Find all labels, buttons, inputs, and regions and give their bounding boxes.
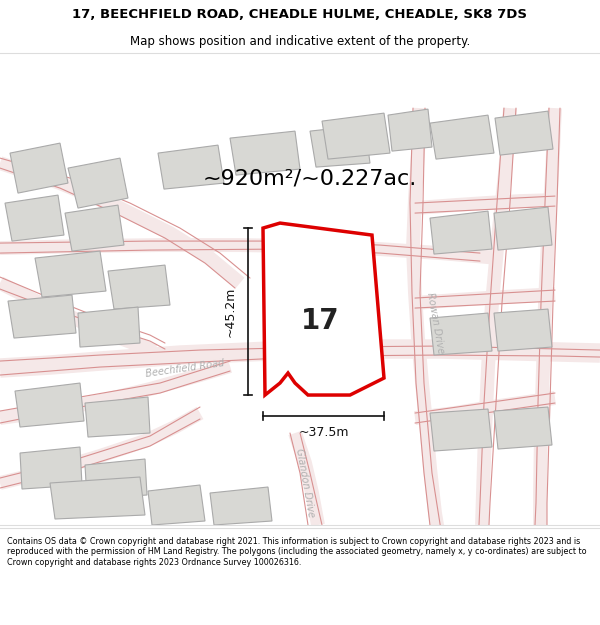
Polygon shape (78, 307, 140, 347)
Polygon shape (430, 409, 492, 451)
Text: Contains OS data © Crown copyright and database right 2021. This information is : Contains OS data © Crown copyright and d… (7, 537, 587, 567)
Polygon shape (430, 211, 492, 254)
Text: ~920m²/~0.227ac.: ~920m²/~0.227ac. (203, 168, 417, 188)
Polygon shape (5, 195, 64, 241)
Polygon shape (50, 477, 145, 519)
Polygon shape (158, 145, 224, 189)
Text: Rowan Drive: Rowan Drive (425, 292, 445, 354)
Polygon shape (15, 383, 84, 427)
Polygon shape (20, 447, 82, 489)
Polygon shape (230, 131, 300, 175)
Polygon shape (494, 309, 552, 351)
Polygon shape (388, 109, 432, 151)
Text: Map shows position and indicative extent of the property.: Map shows position and indicative extent… (130, 35, 470, 48)
Text: Beechfield Road: Beechfield Road (145, 357, 225, 379)
Polygon shape (494, 207, 552, 250)
Polygon shape (210, 487, 272, 525)
Polygon shape (430, 313, 492, 355)
Polygon shape (494, 407, 552, 449)
Polygon shape (65, 205, 124, 251)
Polygon shape (108, 265, 170, 309)
Text: Glandon Drive: Glandon Drive (294, 448, 316, 518)
Polygon shape (35, 251, 106, 297)
Polygon shape (85, 397, 150, 437)
Text: 17: 17 (301, 307, 340, 335)
Text: 17, BEECHFIELD ROAD, CHEADLE HULME, CHEADLE, SK8 7DS: 17, BEECHFIELD ROAD, CHEADLE HULME, CHEA… (73, 8, 527, 21)
Polygon shape (430, 115, 494, 159)
Polygon shape (8, 295, 76, 338)
Polygon shape (263, 223, 384, 395)
Polygon shape (310, 125, 370, 167)
Polygon shape (68, 158, 128, 208)
Polygon shape (85, 459, 147, 499)
Text: ~45.2m: ~45.2m (223, 286, 236, 337)
Polygon shape (10, 143, 68, 193)
Polygon shape (322, 113, 390, 159)
Polygon shape (495, 111, 553, 155)
Text: ~37.5m: ~37.5m (298, 426, 349, 439)
Polygon shape (148, 485, 205, 525)
